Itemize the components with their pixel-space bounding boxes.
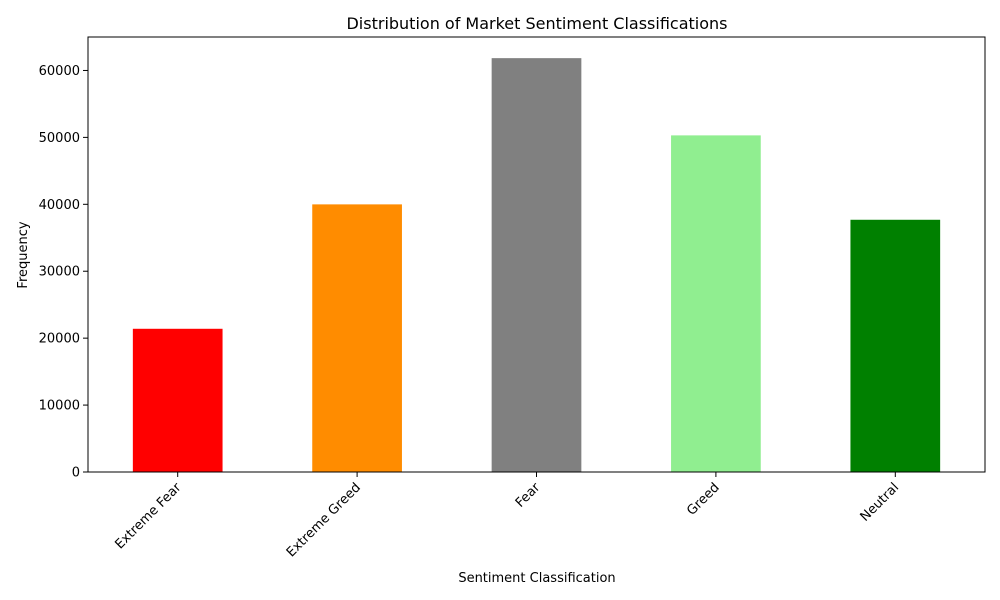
x-tick-label: Extreme Greed — [284, 480, 364, 560]
x-tick-label: Neutral — [858, 480, 903, 525]
plot-frame — [87, 36, 986, 473]
bar-extreme-greed — [312, 204, 402, 472]
x-axis: Extreme Fear Extreme Greed Fear Greed Neutra… — [112, 472, 902, 560]
bar-neutral — [850, 219, 941, 472]
y-tick-label: 40000 — [39, 198, 80, 213]
bar-extreme-fear — [132, 328, 223, 472]
y-tick-label: 30000 — [39, 265, 80, 280]
bar-greed — [671, 135, 761, 472]
bars-layer — [132, 58, 941, 472]
x-axis-label: Sentiment Classification — [458, 571, 615, 586]
y-tick-label: 10000 — [39, 399, 80, 414]
x-tick-label: Fear — [513, 480, 544, 511]
x-tick-label: Greed — [684, 480, 722, 518]
y-tick-label: 60000 — [39, 64, 80, 79]
y-tick-label: 0 — [72, 466, 80, 481]
x-tick-label: Extreme Fear — [112, 480, 185, 553]
bar-fear — [491, 58, 582, 472]
y-axis: 0 10000 20000 30000 40000 50000 60000 — [39, 64, 88, 481]
chart-title: Distribution of Market Sentiment Classif… — [346, 14, 727, 33]
y-tick-label: 20000 — [39, 332, 80, 347]
y-axis-label: Frequency — [16, 221, 31, 288]
y-tick-label: 50000 — [39, 131, 80, 146]
